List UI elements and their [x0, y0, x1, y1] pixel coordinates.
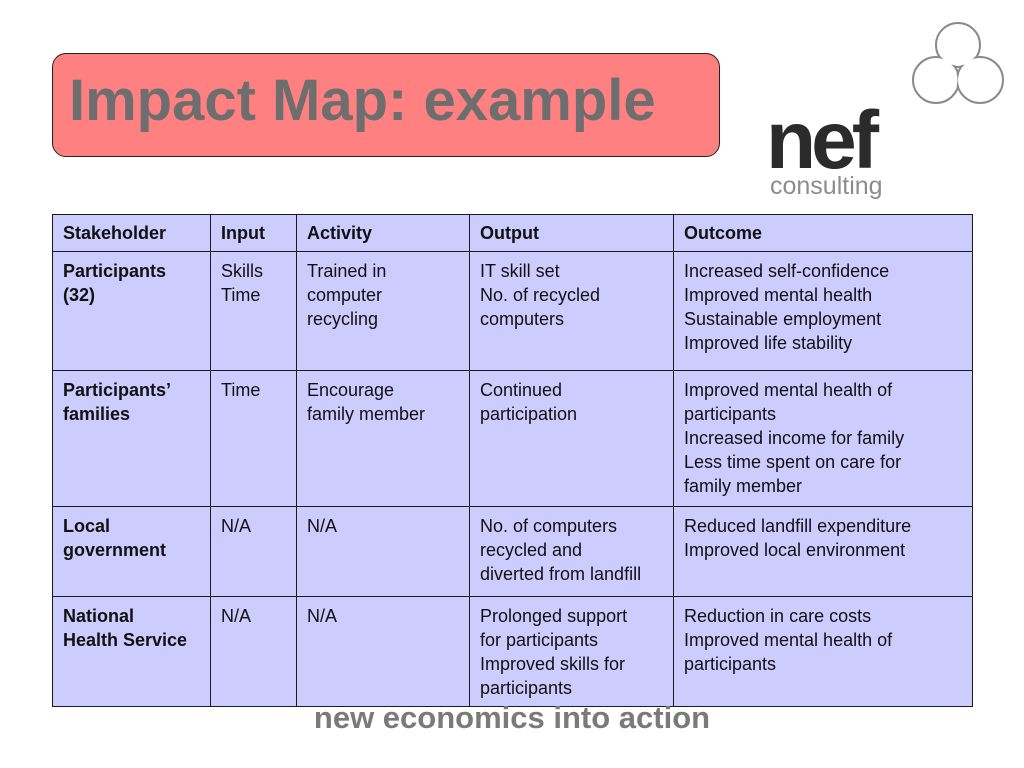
cell-line: computer — [307, 285, 383, 305]
cloud-logo-icon — [912, 22, 1004, 104]
logo-wordmark: nef — [766, 95, 879, 186]
cell-line: N/A — [307, 606, 338, 626]
cell-line: Reduction in care costs — [684, 606, 872, 626]
cell-line: Improved skills for — [480, 654, 626, 674]
outcome-cell: Reduced landfill expenditure Improved lo… — [673, 506, 973, 597]
cell-line: Encourage — [307, 380, 395, 400]
header-input: Input — [210, 214, 297, 252]
cell-line: government — [63, 540, 167, 560]
cell-line: Time — [221, 285, 261, 305]
output-cell: Prolonged support for participants Impro… — [469, 596, 674, 707]
cell-line: Participants — [63, 261, 167, 281]
cell-line: recycling — [307, 309, 379, 329]
outcome-cell: Improved mental health of participants I… — [673, 370, 973, 507]
impact-map-table: Stakeholder Input Activity Output Outcom… — [52, 214, 973, 707]
stakeholder-cell: Local government — [52, 506, 211, 597]
table-header-row: Stakeholder Input Activity Output Outcom… — [52, 214, 973, 252]
table-row: National Health Service N/A N/A Prolonge… — [52, 596, 973, 707]
cell-line: diverted from landfill — [480, 564, 642, 584]
cell-line: participants — [480, 678, 573, 698]
input-cell: N/A — [210, 506, 297, 597]
cell-line: family member — [684, 476, 803, 496]
cell-line: Improved mental health — [684, 285, 873, 305]
cell-line: for participants — [480, 630, 599, 650]
logo-subtitle: consulting — [770, 172, 883, 200]
output-cell: No. of computers recycled and diverted f… — [469, 506, 674, 597]
cell-line: Improved life stability — [684, 333, 853, 353]
cell-line: Skills — [221, 261, 264, 281]
cell-line: Improved mental health of — [684, 380, 893, 400]
nef-logo: nef consulting — [760, 18, 1010, 208]
output-cell: IT skill set No. of recycled computers — [469, 251, 674, 371]
header-output: Output — [469, 214, 674, 252]
cell-line: IT skill set — [480, 261, 560, 281]
header-activity: Activity — [296, 214, 470, 252]
cell-line: Participants’ — [63, 380, 172, 400]
cell-line: family member — [307, 404, 426, 424]
cell-line: N/A — [221, 606, 252, 626]
stakeholder-cell: National Health Service — [52, 596, 211, 707]
input-cell: N/A — [210, 596, 297, 707]
page-title: Impact Map: example — [69, 68, 656, 133]
cell-line: Increased self-confidence — [684, 261, 890, 281]
header-outcome: Outcome — [673, 214, 973, 252]
cell-line: Continued — [480, 380, 563, 400]
cell-line: Sustainable employment — [684, 309, 882, 329]
title-banner: Impact Map: example — [52, 53, 720, 157]
cell-line: Time — [221, 380, 261, 400]
activity-cell: N/A — [296, 596, 470, 707]
cell-line: Health Service — [63, 630, 188, 650]
input-cell: Skills Time — [210, 251, 297, 371]
cell-line: Improved local environment — [684, 540, 906, 560]
activity-cell: Encourage family member — [296, 370, 470, 507]
header-stakeholder: Stakeholder — [52, 214, 211, 252]
output-cell: Continued participation — [469, 370, 674, 507]
cell-line: participants — [684, 404, 777, 424]
cell-line: (32) — [63, 285, 96, 305]
cell-line: recycled and — [480, 540, 583, 560]
cell-line: families — [63, 404, 131, 424]
table-row: Participants’ families Time Encourage fa… — [52, 370, 973, 507]
cell-line: National — [63, 606, 135, 626]
cell-line: Local — [63, 516, 111, 536]
table-row: Local government N/A N/A No. of computer… — [52, 506, 973, 597]
cell-line: N/A — [307, 516, 338, 536]
cell-line: computers — [480, 309, 565, 329]
footer-tagline: new economics into action — [313, 700, 711, 735]
outcome-cell: Increased self-confidence Improved menta… — [673, 251, 973, 371]
cell-line: N/A — [221, 516, 252, 536]
cell-line: Increased income for family — [684, 428, 905, 448]
cell-line: Reduced landfill expenditure — [684, 516, 912, 536]
activity-cell: Trained in computer recycling — [296, 251, 470, 371]
cell-line: No. of recycled — [480, 285, 601, 305]
input-cell: Time — [210, 370, 297, 507]
table-row: Participants (32) Skills Time Trained in… — [52, 251, 973, 371]
cell-line: Prolonged support — [480, 606, 628, 626]
cell-line: participation — [480, 404, 578, 424]
cell-line: No. of computers — [480, 516, 618, 536]
outcome-cell: Reduction in care costs Improved mental … — [673, 596, 973, 707]
activity-cell: N/A — [296, 506, 470, 597]
cell-line: Trained in — [307, 261, 387, 281]
cell-line: Less time spent on care for — [684, 452, 902, 472]
cell-line: Improved mental health of — [684, 630, 893, 650]
stakeholder-cell: Participants (32) — [52, 251, 211, 371]
stakeholder-cell: Participants’ families — [52, 370, 211, 507]
cell-line: participants — [684, 654, 777, 674]
